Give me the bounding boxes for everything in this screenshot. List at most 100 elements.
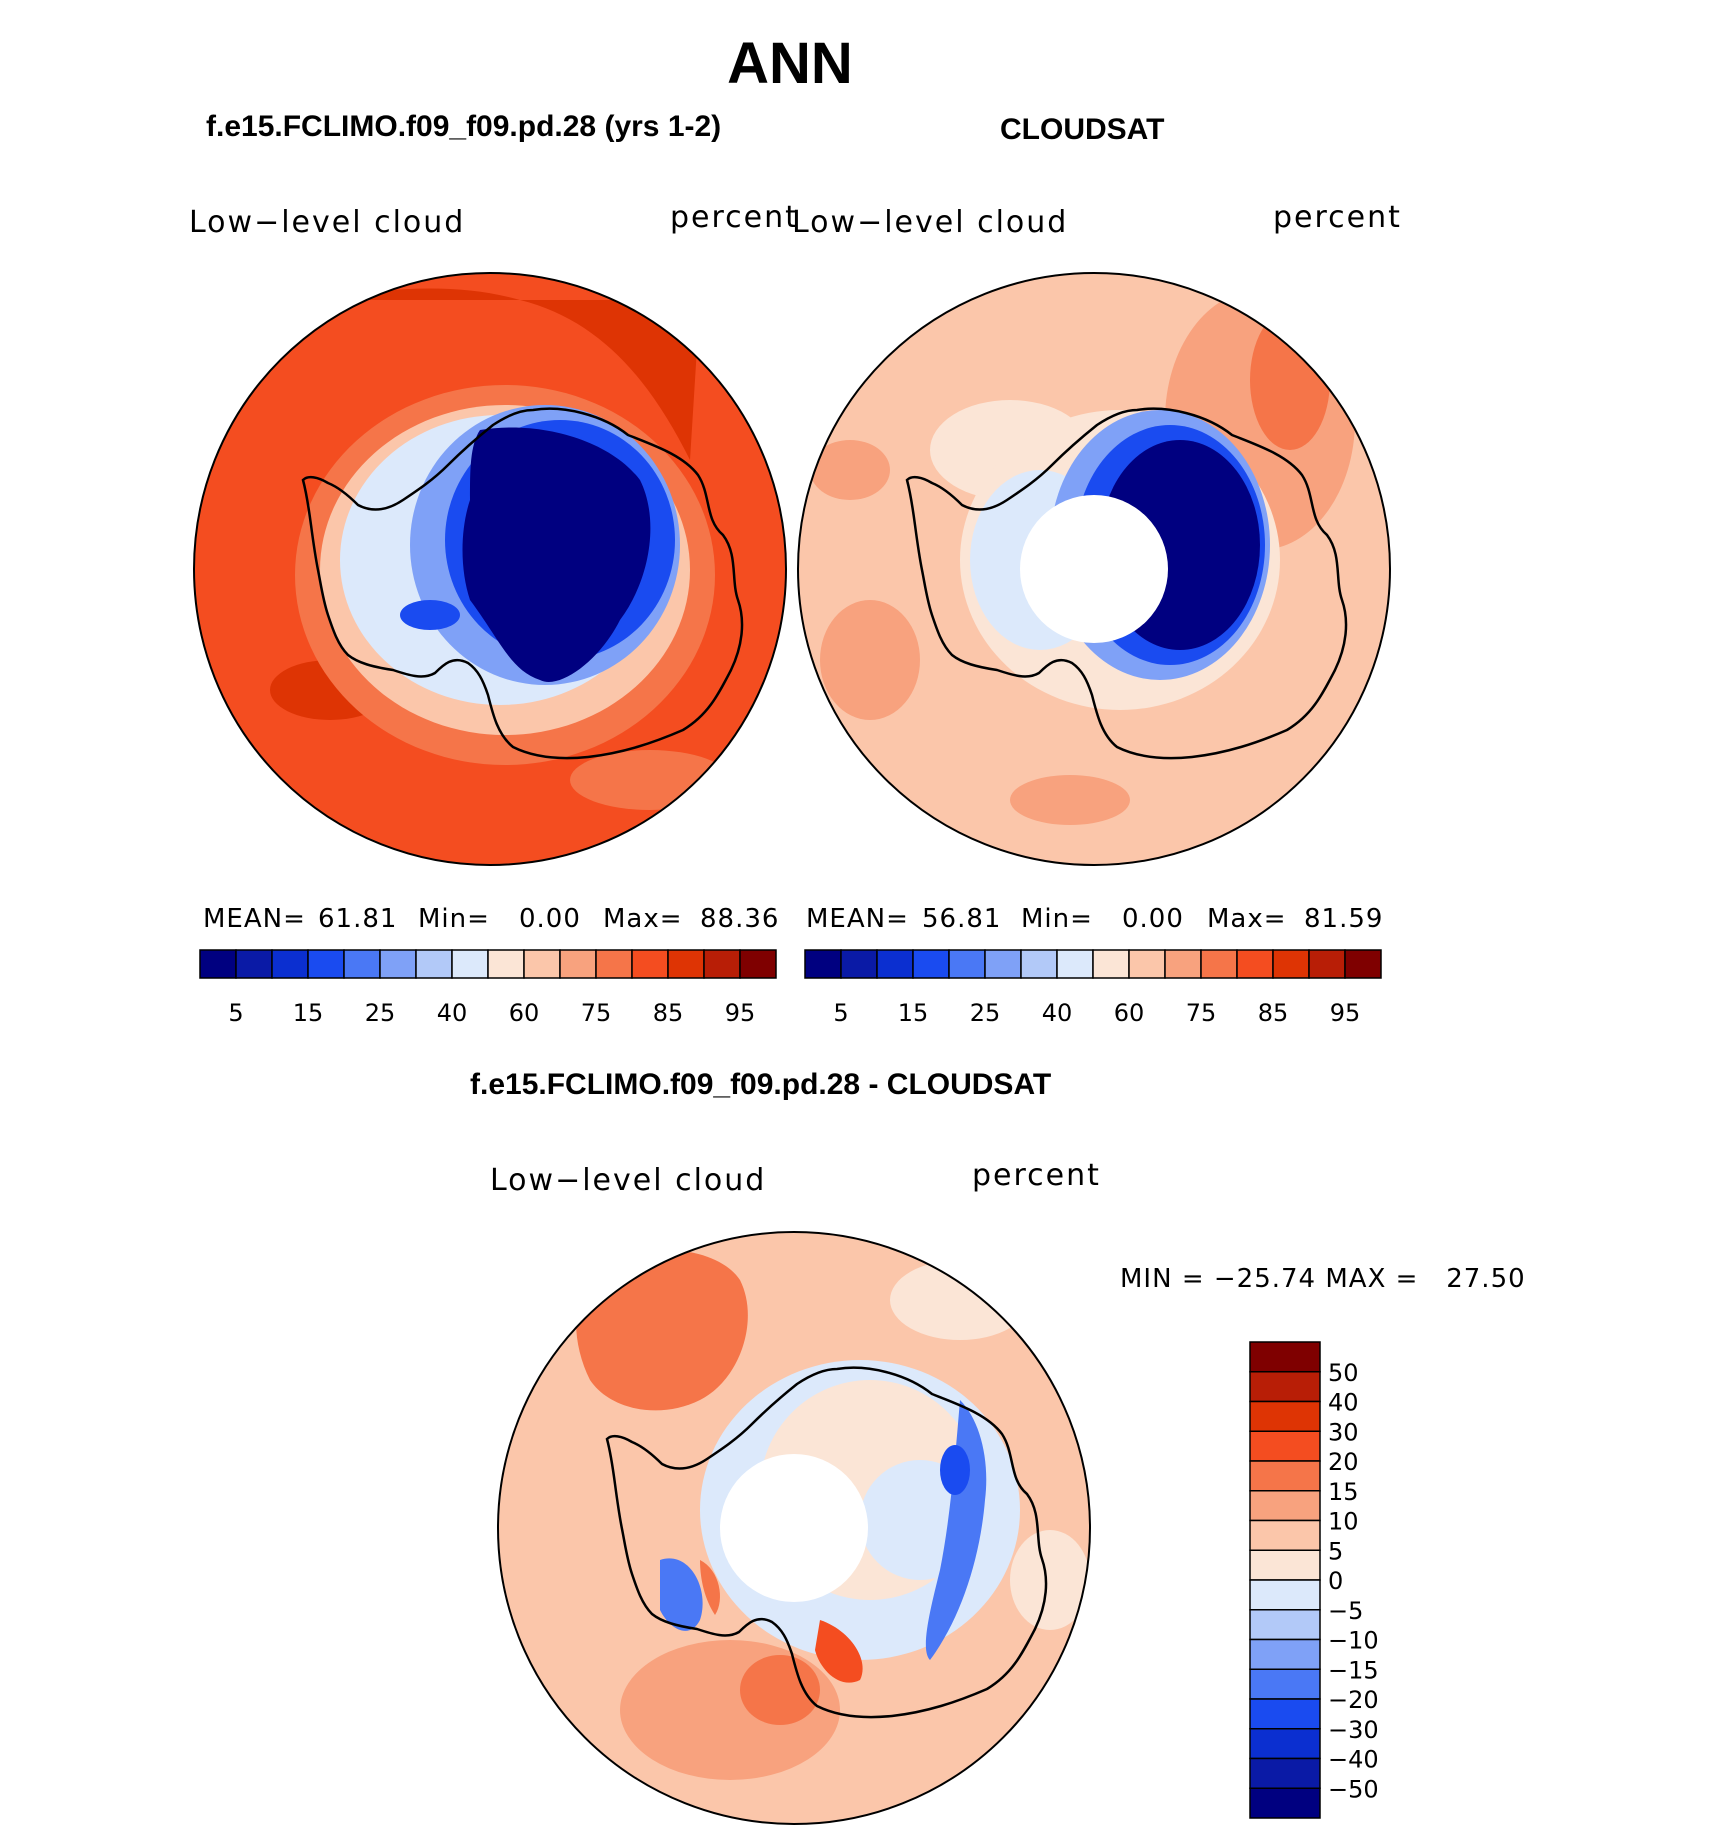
obs-max-label: Max= bbox=[1207, 904, 1287, 934]
diff-colorbar-swatch bbox=[1249, 1460, 1321, 1492]
diff-colorbar-swatch bbox=[1249, 1549, 1321, 1581]
obs-colorbar-swatch bbox=[804, 949, 842, 979]
obs-colorbar-swatch bbox=[1308, 949, 1346, 979]
model-mean-label: MEAN= bbox=[203, 904, 306, 934]
model-colorbar-tick-label: 95 bbox=[725, 999, 756, 1027]
diff-colorbar-swatch bbox=[1249, 1698, 1321, 1730]
diff-colorbar-tick-label: −50 bbox=[1328, 1775, 1379, 1803]
obs-colorbar-tick-label: 75 bbox=[1186, 999, 1217, 1027]
obs-map bbox=[798, 273, 1390, 865]
model-colorbar-swatch bbox=[271, 949, 309, 979]
obs-colorbar-tick-label: 25 bbox=[970, 999, 1001, 1027]
diff-colorbar-swatch bbox=[1249, 1757, 1321, 1789]
obs-colorbar-swatch bbox=[1092, 949, 1130, 979]
diff-variable-label: Low−level cloud bbox=[490, 1163, 767, 1198]
obs-min-value: 0.00 bbox=[1122, 904, 1184, 934]
diff-colorbar-swatch bbox=[1249, 1638, 1321, 1670]
diff-colorbar-swatch bbox=[1249, 1490, 1321, 1522]
diff-colorbar-tick-label: 15 bbox=[1328, 1478, 1359, 1506]
obs-colorbar-swatch bbox=[948, 949, 986, 979]
diff-colorbar-swatch bbox=[1249, 1400, 1321, 1432]
model-colorbar-tick-label: 85 bbox=[653, 999, 684, 1027]
diff-colorbar-swatch bbox=[1249, 1519, 1321, 1551]
obs-colorbar-swatch bbox=[1236, 949, 1274, 979]
diff-colorbar-swatch bbox=[1249, 1668, 1321, 1700]
obs-colorbar-swatch bbox=[1128, 949, 1166, 979]
obs-colorbar-tick-label: 40 bbox=[1042, 999, 1073, 1027]
model-colorbar-swatch bbox=[559, 949, 597, 979]
obs-colorbar-tick-label: 85 bbox=[1258, 999, 1289, 1027]
obs-mean-value: 56.81 bbox=[922, 904, 1002, 934]
model-variable-label: Low−level cloud bbox=[189, 205, 466, 240]
model-panel-header: f.e15.FCLIMO.f09_f09.pd.28 (yrs 1-2) bbox=[206, 110, 722, 143]
model-colorbar-tick-label: 15 bbox=[293, 999, 324, 1027]
obs-colorbar-swatch bbox=[1200, 949, 1238, 979]
obs-mean-label: MEAN= bbox=[806, 904, 909, 934]
obs-colorbar-swatch bbox=[1344, 949, 1382, 979]
model-mean-value: 61.81 bbox=[318, 904, 398, 934]
obs-colorbar-swatch bbox=[1020, 949, 1058, 979]
diff-colorbar-tick-label: −5 bbox=[1328, 1597, 1363, 1625]
diff-colorbar-tick-label: 20 bbox=[1328, 1448, 1359, 1476]
model-colorbar-tick-label: 40 bbox=[437, 999, 468, 1027]
diff-colorbar-tick-label: 5 bbox=[1328, 1537, 1343, 1565]
diff-units-label: percent bbox=[972, 1158, 1101, 1193]
model-colorbar-tick-label: 75 bbox=[581, 999, 612, 1027]
diff-colorbar-tick-label: 0 bbox=[1328, 1567, 1343, 1595]
model-colorbar-swatch bbox=[595, 949, 633, 979]
model-colorbar-swatch bbox=[307, 949, 345, 979]
model-colorbar-swatch bbox=[523, 949, 561, 979]
obs-colorbar-swatch bbox=[984, 949, 1022, 979]
model-max-label: Max= bbox=[603, 904, 683, 934]
obs-units-label: percent bbox=[1273, 200, 1402, 235]
model-colorbar-swatch bbox=[451, 949, 489, 979]
model-colorbar-swatch bbox=[703, 949, 741, 979]
diff-map-border bbox=[497, 1231, 1091, 1825]
model-colorbar-swatch bbox=[199, 949, 237, 979]
diff-colorbar-tick-label: −40 bbox=[1328, 1746, 1379, 1774]
model-colorbar-swatch bbox=[487, 949, 525, 979]
diff-colorbar-tick-label: 10 bbox=[1328, 1508, 1359, 1536]
diff-colorbar-tick-label: −15 bbox=[1328, 1656, 1379, 1684]
model-colorbar-swatch bbox=[379, 949, 417, 979]
obs-colorbar-swatch bbox=[912, 949, 950, 979]
obs-colorbar-swatch bbox=[1164, 949, 1202, 979]
model-colorbar-tick-label: 60 bbox=[509, 999, 540, 1027]
diff-colorbar-tick-label: 30 bbox=[1328, 1418, 1359, 1446]
obs-colorbar-swatch bbox=[876, 949, 914, 979]
diff-panel-header: f.e15.FCLIMO.f09_f09.pd.28 - CLOUDSAT bbox=[470, 1068, 1052, 1101]
diff-minmax-text: MIN = −25.74 MAX = 27.50 bbox=[1120, 1264, 1526, 1294]
diff-colorbar-tick-label: −30 bbox=[1328, 1716, 1379, 1744]
obs-colorbar: 5 15 25 40 60 75 85 95 bbox=[804, 949, 1382, 1027]
model-min-value: 0.00 bbox=[519, 904, 581, 934]
obs-colorbar-tick-label: 5 bbox=[833, 999, 848, 1027]
model-colorbar-tick-label: 25 bbox=[365, 999, 396, 1027]
obs-colorbar-swatch bbox=[1272, 949, 1310, 979]
model-map-border bbox=[193, 272, 787, 866]
diff-colorbar-swatch bbox=[1249, 1430, 1321, 1462]
diff-colorbar-swatch bbox=[1249, 1579, 1321, 1611]
model-colorbar-swatch bbox=[343, 949, 381, 979]
model-colorbar-swatch bbox=[739, 949, 777, 979]
diff-colorbar-swatch bbox=[1249, 1609, 1321, 1641]
obs-max-value: 81.59 bbox=[1304, 904, 1384, 934]
model-colorbar-swatch bbox=[667, 949, 705, 979]
obs-colorbar-swatch bbox=[840, 949, 878, 979]
diff-colorbar-swatch bbox=[1249, 1728, 1321, 1760]
obs-map-border bbox=[797, 272, 1391, 866]
model-colorbar-tick-label: 5 bbox=[228, 999, 243, 1027]
diff-colorbar-swatch bbox=[1249, 1787, 1321, 1819]
model-colorbar-swatch bbox=[235, 949, 273, 979]
model-units-label: percent bbox=[670, 200, 799, 235]
obs-variable-label: Low−level cloud bbox=[792, 205, 1069, 240]
obs-colorbar-tick-label: 95 bbox=[1330, 999, 1361, 1027]
diff-colorbar-tick-label: −10 bbox=[1328, 1627, 1379, 1655]
diff-colorbar-tick-label: 50 bbox=[1328, 1359, 1359, 1387]
diff-colorbar-swatch bbox=[1249, 1371, 1321, 1403]
model-colorbar: 5 15 25 40 60 75 85 95 bbox=[199, 949, 777, 1027]
diff-colorbar-tick-label: −20 bbox=[1328, 1686, 1379, 1714]
obs-colorbar-tick-label: 15 bbox=[898, 999, 929, 1027]
main-title: ANN bbox=[727, 31, 853, 96]
model-colorbar-swatch bbox=[415, 949, 453, 979]
